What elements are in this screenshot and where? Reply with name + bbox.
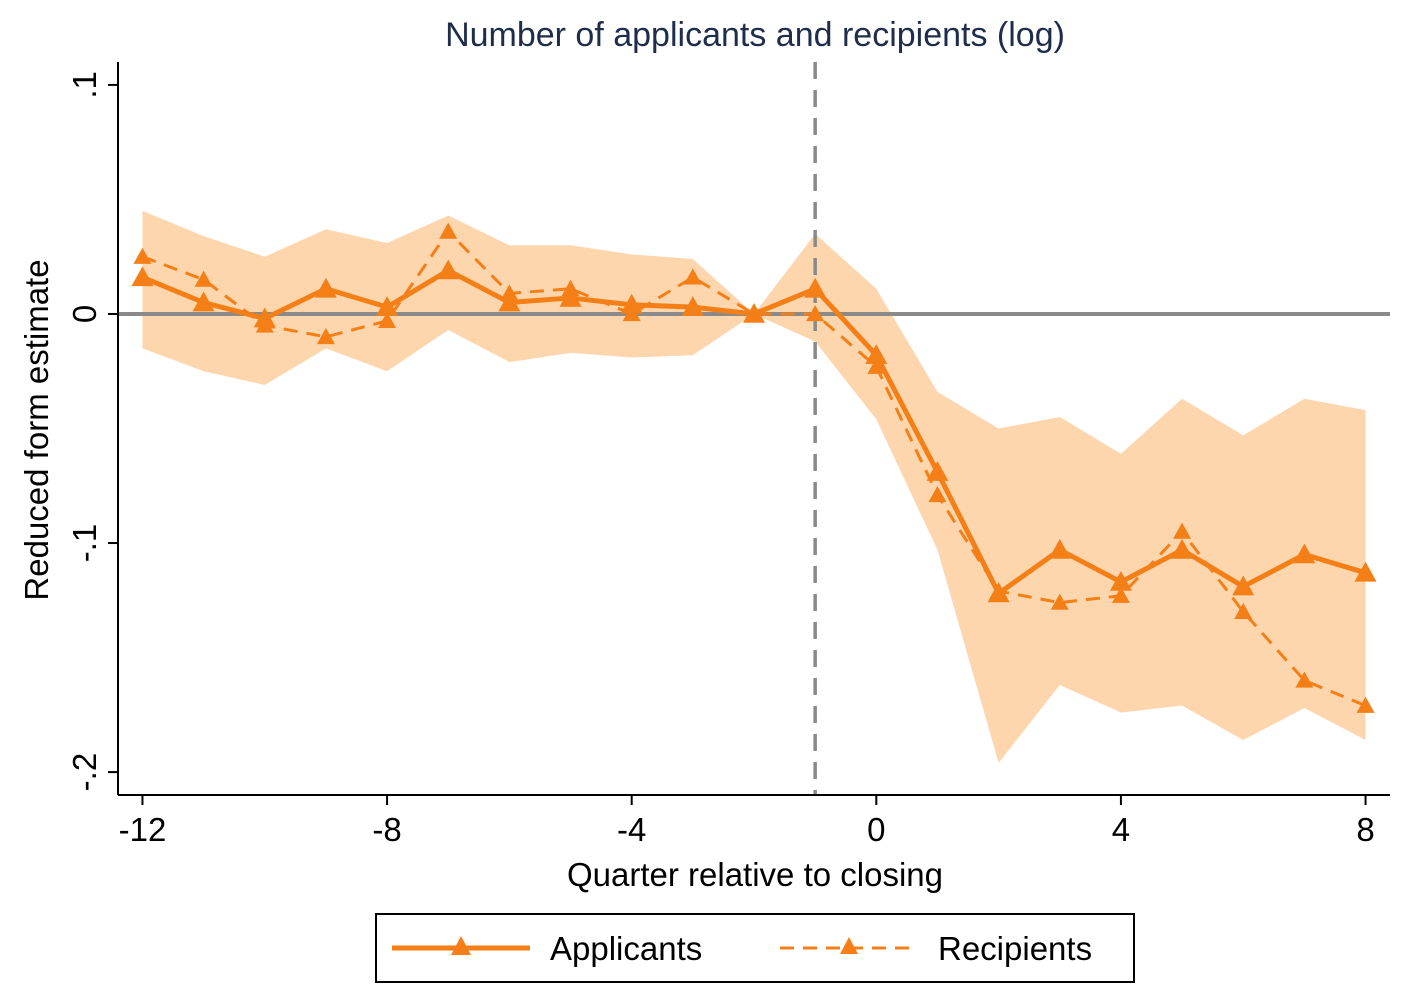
- y-tick-label: -.1: [66, 524, 103, 563]
- data-point-applicants: [1048, 538, 1071, 559]
- data-point-recipients: [928, 485, 947, 503]
- data-point-recipients: [194, 270, 213, 287]
- y-axis-label: Reduced form estimate: [18, 259, 55, 600]
- data-point-recipients: [745, 304, 763, 322]
- data-point-recipients: [1050, 593, 1069, 610]
- axes: -12 -8 -4 0 4 8 -.2 -.1 0 .1: [66, 62, 1390, 848]
- data-point-recipients: [255, 316, 274, 333]
- data-point-applicants: [1109, 570, 1132, 591]
- data-point-recipients: [500, 284, 519, 301]
- data-point-recipients: [1356, 696, 1375, 713]
- data-point-recipients: [1295, 671, 1314, 688]
- series-line-recipients: [141, 230, 1367, 708]
- x-tick-label: 8: [1356, 811, 1374, 848]
- data-point-applicants: [1354, 561, 1377, 582]
- data-point-applicants: [865, 344, 888, 364]
- data-point-applicants: [681, 296, 704, 316]
- data-point-recipients: [1173, 522, 1192, 539]
- data-point-recipients: [133, 247, 152, 264]
- data-point-recipients: [1111, 586, 1130, 603]
- data-point-recipients: [561, 279, 580, 296]
- legend: Applicants Recipients: [375, 913, 1135, 983]
- data-point-applicants: [804, 277, 827, 298]
- data-point-applicants: [314, 277, 337, 298]
- legend-label-recipients: Recipients: [938, 930, 1092, 967]
- ci-band: [142, 210, 1366, 763]
- x-tick-label: 0: [867, 811, 885, 848]
- data-point-recipients: [867, 357, 886, 374]
- legend-marker-applicants: [451, 936, 471, 955]
- data-point-applicants: [437, 259, 460, 280]
- legend-label-applicants: Applicants: [550, 930, 702, 967]
- chart-title: Number of applicants and recipients (log…: [445, 16, 1065, 54]
- data-point-recipients: [439, 222, 458, 239]
- data-point-applicants: [192, 291, 215, 312]
- x-tick-label: 4: [1112, 811, 1130, 848]
- data-point-applicants: [1232, 575, 1255, 596]
- data-point-applicants: [498, 291, 521, 312]
- data-point-applicants: [926, 461, 949, 481]
- data-point-recipients: [378, 311, 397, 329]
- x-axis-label: Quarter relative to closing: [567, 856, 943, 893]
- data-point-recipients: [1234, 602, 1253, 619]
- ci-layer: [142, 210, 1366, 763]
- data-point-applicants: [620, 293, 643, 314]
- y-tick-label: .1: [66, 71, 103, 99]
- data-point-applicants: [131, 266, 154, 287]
- data-point-applicants: [1293, 543, 1316, 564]
- data-point-recipients: [316, 327, 335, 345]
- data-point-applicants: [559, 286, 582, 307]
- data-point-recipients: [683, 268, 702, 285]
- data-point-applicants: [1171, 538, 1194, 559]
- series-layer: [131, 222, 1377, 713]
- x-tick-label: -8: [372, 811, 401, 848]
- y-tick-label: -.2: [66, 753, 103, 792]
- plot-area: -12 -8 -4 0 4 8 -.2 -.1 0 .1: [66, 62, 1390, 848]
- y-tick-label: 0: [66, 305, 103, 323]
- data-point-recipients: [622, 304, 641, 322]
- x-tick-label: -12: [119, 811, 167, 848]
- data-point-recipients: [806, 304, 825, 322]
- x-tick-label: -4: [617, 811, 646, 848]
- data-point-recipients: [989, 582, 1008, 599]
- legend-marker-recipients: [840, 937, 858, 954]
